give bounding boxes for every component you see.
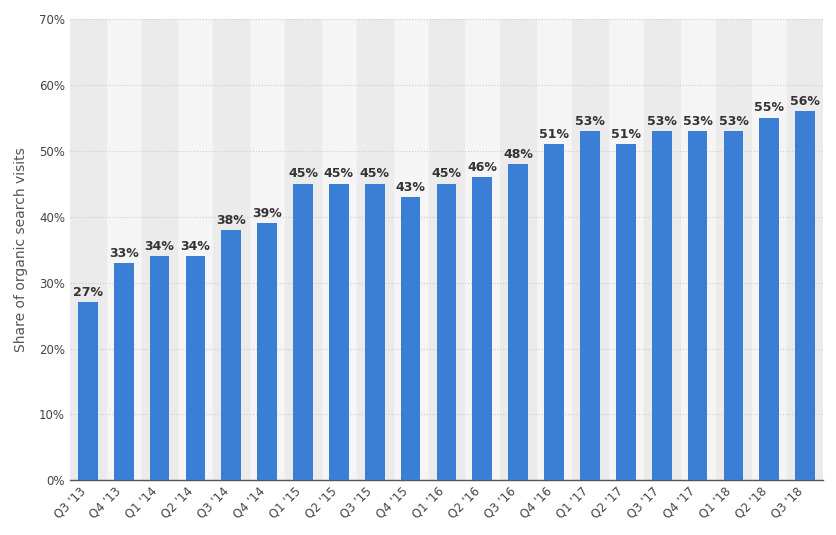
Text: 53%: 53% bbox=[646, 114, 675, 128]
Bar bbox=[428, 19, 464, 480]
Bar bbox=[141, 19, 177, 480]
Text: 45%: 45% bbox=[324, 167, 354, 180]
Bar bbox=[787, 19, 822, 480]
Bar bbox=[500, 19, 536, 480]
Bar bbox=[758, 118, 778, 480]
Bar bbox=[400, 197, 420, 480]
Bar bbox=[687, 131, 706, 480]
Text: 53%: 53% bbox=[682, 114, 711, 128]
Bar bbox=[356, 19, 392, 480]
Bar bbox=[794, 111, 814, 480]
Bar bbox=[615, 144, 635, 480]
Text: 53%: 53% bbox=[717, 114, 747, 128]
Text: 46%: 46% bbox=[466, 161, 497, 174]
Text: 43%: 43% bbox=[395, 181, 425, 194]
Bar bbox=[114, 263, 134, 480]
Text: 45%: 45% bbox=[359, 167, 390, 180]
Bar bbox=[222, 230, 241, 480]
Text: 51%: 51% bbox=[538, 128, 568, 141]
Bar bbox=[436, 184, 456, 480]
Text: 34%: 34% bbox=[145, 240, 174, 253]
Bar bbox=[543, 144, 563, 480]
Text: 33%: 33% bbox=[109, 247, 139, 259]
Bar bbox=[78, 302, 98, 480]
Text: 45%: 45% bbox=[431, 167, 461, 180]
Bar bbox=[472, 177, 492, 480]
Text: 27%: 27% bbox=[73, 286, 103, 299]
Bar bbox=[186, 256, 205, 480]
Text: 56%: 56% bbox=[789, 95, 819, 108]
Text: 45%: 45% bbox=[288, 167, 318, 180]
Bar bbox=[579, 131, 599, 480]
Bar bbox=[150, 256, 169, 480]
Y-axis label: Share of organic search visits: Share of organic search visits bbox=[14, 147, 28, 352]
Text: 34%: 34% bbox=[181, 240, 210, 253]
Bar bbox=[213, 19, 249, 480]
Bar bbox=[69, 19, 105, 480]
Bar bbox=[571, 19, 607, 480]
Text: 55%: 55% bbox=[753, 102, 783, 114]
Text: 48%: 48% bbox=[502, 148, 533, 160]
Text: 53%: 53% bbox=[574, 114, 604, 128]
Bar bbox=[364, 184, 385, 480]
Bar bbox=[285, 19, 320, 480]
Text: 39%: 39% bbox=[252, 207, 282, 220]
Bar bbox=[507, 164, 528, 480]
Bar bbox=[722, 131, 742, 480]
Bar bbox=[329, 184, 349, 480]
Text: 38%: 38% bbox=[217, 213, 246, 226]
Bar bbox=[293, 184, 313, 480]
Bar bbox=[257, 223, 277, 480]
Bar bbox=[651, 131, 670, 480]
Text: 51%: 51% bbox=[610, 128, 640, 141]
Bar bbox=[643, 19, 679, 480]
Bar bbox=[715, 19, 751, 480]
